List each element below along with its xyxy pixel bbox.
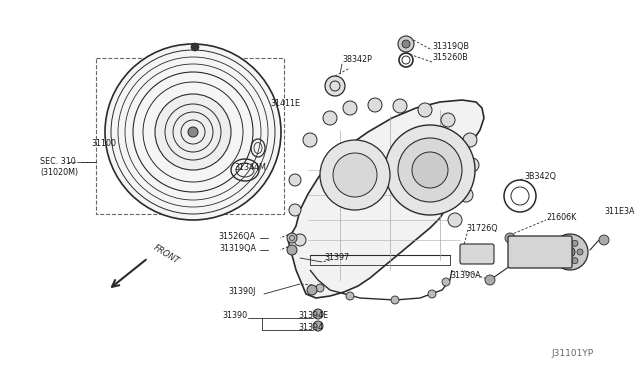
- Circle shape: [459, 188, 473, 202]
- Circle shape: [448, 213, 462, 227]
- Circle shape: [303, 133, 317, 147]
- Circle shape: [333, 153, 377, 197]
- Circle shape: [323, 111, 337, 125]
- Circle shape: [505, 233, 515, 243]
- Text: 31394: 31394: [298, 324, 323, 333]
- Circle shape: [557, 249, 563, 255]
- Text: 31726Q: 31726Q: [466, 224, 498, 232]
- Text: 315260B: 315260B: [432, 54, 468, 62]
- Text: 31344M: 31344M: [234, 164, 266, 173]
- Polygon shape: [288, 100, 484, 298]
- Circle shape: [307, 285, 317, 295]
- Circle shape: [428, 290, 436, 298]
- Circle shape: [313, 309, 323, 319]
- Circle shape: [343, 101, 357, 115]
- Circle shape: [316, 284, 324, 292]
- Circle shape: [385, 125, 475, 215]
- Text: 21606K: 21606K: [546, 214, 576, 222]
- FancyBboxPatch shape: [508, 236, 572, 268]
- Circle shape: [562, 258, 568, 264]
- Circle shape: [287, 245, 297, 255]
- Circle shape: [442, 278, 450, 286]
- Circle shape: [565, 247, 575, 257]
- Circle shape: [441, 113, 455, 127]
- Circle shape: [572, 258, 578, 264]
- Text: 31100: 31100: [91, 140, 116, 148]
- Circle shape: [287, 233, 297, 243]
- Circle shape: [572, 240, 578, 246]
- Circle shape: [485, 275, 495, 285]
- Circle shape: [418, 103, 432, 117]
- Text: FRONT: FRONT: [152, 243, 181, 266]
- Text: 38342P: 38342P: [342, 55, 372, 64]
- Circle shape: [368, 98, 382, 112]
- Circle shape: [391, 296, 399, 304]
- Text: 31397: 31397: [324, 253, 349, 263]
- Circle shape: [289, 174, 301, 186]
- Text: 31526QA: 31526QA: [219, 231, 256, 241]
- Circle shape: [325, 76, 345, 96]
- Circle shape: [577, 249, 583, 255]
- Circle shape: [346, 292, 354, 300]
- Text: 31319QA: 31319QA: [219, 244, 256, 253]
- Circle shape: [412, 152, 448, 188]
- Circle shape: [191, 43, 199, 51]
- Circle shape: [599, 235, 609, 245]
- Circle shape: [313, 321, 323, 331]
- Text: 31390J: 31390J: [228, 288, 256, 296]
- Circle shape: [188, 127, 198, 137]
- Circle shape: [562, 240, 568, 246]
- Circle shape: [398, 138, 462, 202]
- Circle shape: [289, 204, 301, 216]
- Circle shape: [402, 40, 410, 48]
- FancyBboxPatch shape: [460, 244, 494, 264]
- Text: 31390: 31390: [223, 311, 248, 321]
- Text: J31101YP: J31101YP: [552, 349, 594, 358]
- Circle shape: [105, 44, 281, 220]
- Text: 31394E: 31394E: [298, 311, 328, 321]
- Text: 31411E: 31411E: [270, 99, 300, 109]
- Text: 31319QB: 31319QB: [432, 42, 469, 51]
- Circle shape: [465, 158, 479, 172]
- Circle shape: [155, 94, 231, 170]
- Text: SEC. 310: SEC. 310: [40, 157, 76, 166]
- Text: 3B342Q: 3B342Q: [524, 171, 556, 180]
- Circle shape: [393, 99, 407, 113]
- Circle shape: [463, 133, 477, 147]
- Text: 31390A: 31390A: [450, 272, 481, 280]
- Circle shape: [320, 140, 390, 210]
- Circle shape: [294, 234, 306, 246]
- Circle shape: [398, 36, 414, 52]
- Circle shape: [552, 234, 588, 270]
- Text: 311E3A: 311E3A: [604, 208, 634, 217]
- Text: (31020M): (31020M): [40, 168, 78, 177]
